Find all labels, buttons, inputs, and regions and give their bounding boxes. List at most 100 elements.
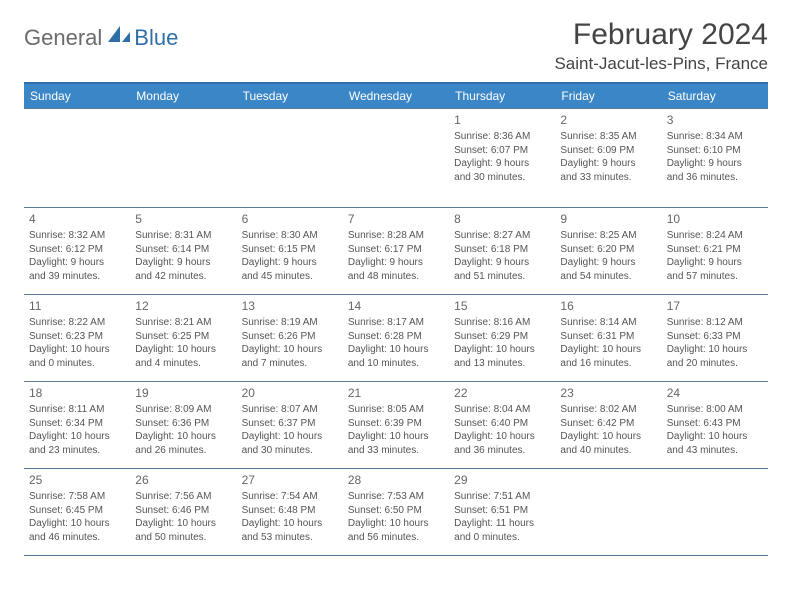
day-number: 16: [560, 298, 656, 314]
sunrise-text: Sunrise: 8:30 AM: [242, 229, 338, 243]
day-number: 11: [29, 298, 125, 314]
daylight-text: Daylight: 10 hours: [454, 430, 550, 444]
day-cell: 8Sunrise: 8:27 AMSunset: 6:18 PMDaylight…: [449, 208, 555, 294]
daylight-text: and 43 minutes.: [667, 444, 763, 458]
daylight-text: Daylight: 10 hours: [242, 517, 338, 531]
day-cell: 23Sunrise: 8:02 AMSunset: 6:42 PMDayligh…: [555, 382, 661, 468]
daylight-text: Daylight: 10 hours: [29, 430, 125, 444]
day-cell: 9 Sunrise: 8:25 AMSunset: 6:20 PMDaylight…: [555, 208, 661, 294]
daylight-text: and 10 minutes.: [348, 357, 444, 371]
location-subtitle: Saint-Jacut-les-Pins, France: [554, 54, 768, 74]
sunset-text: Sunset: 6:20 PM: [560, 243, 656, 257]
sunset-text: Sunset: 6:36 PM: [135, 417, 231, 431]
calendar: Sunday Monday Tuesday Wednesday Thursday…: [24, 82, 768, 556]
day-number: 6: [242, 211, 338, 227]
week-row: 18Sunrise: 8:11 AMSunset: 6:34 PMDayligh…: [24, 381, 768, 468]
sunrise-text: Sunrise: 7:58 AM: [29, 490, 125, 504]
daylight-text: and 40 minutes.: [560, 444, 656, 458]
sunset-text: Sunset: 6:34 PM: [29, 417, 125, 431]
day-cell: 12Sunrise: 8:21 AMSunset: 6:25 PMDayligh…: [130, 295, 236, 381]
day-cell: 11Sunrise: 8:22 AMSunset: 6:23 PMDayligh…: [24, 295, 130, 381]
sunrise-text: Sunrise: 8:32 AM: [29, 229, 125, 243]
day-cell: 17Sunrise: 8:12 AMSunset: 6:33 PMDayligh…: [662, 295, 768, 381]
daylight-text: and 56 minutes.: [348, 531, 444, 545]
sunset-text: Sunset: 6:42 PM: [560, 417, 656, 431]
sunrise-text: Sunrise: 8:05 AM: [348, 403, 444, 417]
sunset-text: Sunset: 6:09 PM: [560, 144, 656, 158]
day-number: 9: [560, 211, 656, 227]
weekday-header-row: Sunday Monday Tuesday Wednesday Thursday…: [24, 82, 768, 108]
daylight-text: Daylight: 9 hours: [454, 157, 550, 171]
daylight-text: and 13 minutes.: [454, 357, 550, 371]
sunset-text: Sunset: 6:10 PM: [667, 144, 763, 158]
day-number: 1: [454, 112, 550, 128]
day-cell: 4Sunrise: 8:32 AMSunset: 6:12 PMDaylight…: [24, 208, 130, 294]
daylight-text: and 33 minutes.: [348, 444, 444, 458]
day-cell: 15Sunrise: 8:16 AMSunset: 6:29 PMDayligh…: [449, 295, 555, 381]
sunset-text: Sunset: 6:37 PM: [242, 417, 338, 431]
sunrise-text: Sunrise: 8:25 AM: [560, 229, 656, 243]
weekday-header: Monday: [130, 84, 236, 108]
day-number: 13: [242, 298, 338, 314]
weekday-header: Thursday: [449, 84, 555, 108]
daylight-text: Daylight: 10 hours: [667, 430, 763, 444]
day-cell: 6Sunrise: 8:30 AMSunset: 6:15 PMDaylight…: [237, 208, 343, 294]
logo-text-general: General: [24, 25, 102, 51]
sunset-text: Sunset: 6:39 PM: [348, 417, 444, 431]
sunset-text: Sunset: 6:48 PM: [242, 504, 338, 518]
sunset-text: Sunset: 6:43 PM: [667, 417, 763, 431]
daylight-text: Daylight: 10 hours: [242, 343, 338, 357]
daylight-text: Daylight: 10 hours: [348, 430, 444, 444]
daylight-text: Daylight: 9 hours: [667, 256, 763, 270]
sunset-text: Sunset: 6:29 PM: [454, 330, 550, 344]
day-cell: 7Sunrise: 8:28 AMSunset: 6:17 PMDaylight…: [343, 208, 449, 294]
sunrise-text: Sunrise: 8:07 AM: [242, 403, 338, 417]
daylight-text: Daylight: 9 hours: [454, 256, 550, 270]
daylight-text: and 4 minutes.: [135, 357, 231, 371]
day-cell: 29Sunrise: 7:51 AMSunset: 6:51 PMDayligh…: [449, 469, 555, 555]
sunset-text: Sunset: 6:14 PM: [135, 243, 231, 257]
daylight-text: Daylight: 10 hours: [29, 517, 125, 531]
logo-text-blue: Blue: [134, 25, 178, 51]
day-number: 24: [667, 385, 763, 401]
daylight-text: and 51 minutes.: [454, 270, 550, 284]
day-number: 19: [135, 385, 231, 401]
sunrise-text: Sunrise: 7:56 AM: [135, 490, 231, 504]
daylight-text: Daylight: 10 hours: [667, 343, 763, 357]
weekday-header: Tuesday: [237, 84, 343, 108]
daylight-text: Daylight: 9 hours: [667, 157, 763, 171]
day-number: 18: [29, 385, 125, 401]
day-number: 27: [242, 472, 338, 488]
day-cell: 22Sunrise: 8:04 AMSunset: 6:40 PMDayligh…: [449, 382, 555, 468]
sunset-text: Sunset: 6:21 PM: [667, 243, 763, 257]
sunset-text: Sunset: 6:12 PM: [29, 243, 125, 257]
daylight-text: and 57 minutes.: [667, 270, 763, 284]
day-cell-empty: [130, 109, 236, 207]
daylight-text: and 45 minutes.: [242, 270, 338, 284]
sunrise-text: Sunrise: 8:27 AM: [454, 229, 550, 243]
day-number: 23: [560, 385, 656, 401]
daylight-text: Daylight: 10 hours: [242, 430, 338, 444]
daylight-text: and 42 minutes.: [135, 270, 231, 284]
sunset-text: Sunset: 6:23 PM: [29, 330, 125, 344]
daylight-text: Daylight: 9 hours: [242, 256, 338, 270]
day-cell: 5Sunrise: 8:31 AMSunset: 6:14 PMDaylight…: [130, 208, 236, 294]
sunset-text: Sunset: 6:07 PM: [454, 144, 550, 158]
sunset-text: Sunset: 6:26 PM: [242, 330, 338, 344]
daylight-text: Daylight: 10 hours: [29, 343, 125, 357]
week-row: 1Sunrise: 8:36 AMSunset: 6:07 PMDaylight…: [24, 108, 768, 207]
sunset-text: Sunset: 6:18 PM: [454, 243, 550, 257]
sunrise-text: Sunrise: 8:14 AM: [560, 316, 656, 330]
daylight-text: Daylight: 9 hours: [560, 256, 656, 270]
sunset-text: Sunset: 6:51 PM: [454, 504, 550, 518]
sunrise-text: Sunrise: 8:35 AM: [560, 130, 656, 144]
daylight-text: and 48 minutes.: [348, 270, 444, 284]
day-number: 14: [348, 298, 444, 314]
logo: General Blue: [24, 24, 178, 51]
day-number: 26: [135, 472, 231, 488]
daylight-text: and 36 minutes.: [454, 444, 550, 458]
week-row: 4Sunrise: 8:32 AMSunset: 6:12 PMDaylight…: [24, 207, 768, 294]
day-cell: 14Sunrise: 8:17 AMSunset: 6:28 PMDayligh…: [343, 295, 449, 381]
day-number: 10: [667, 211, 763, 227]
daylight-text: Daylight: 10 hours: [135, 517, 231, 531]
